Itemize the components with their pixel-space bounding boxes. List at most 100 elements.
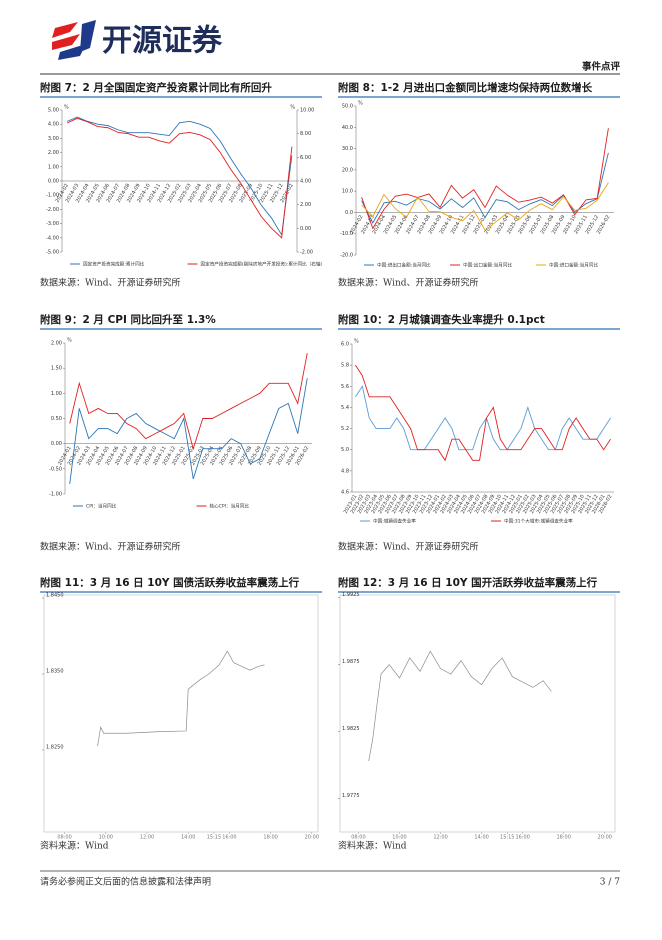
- figure-title: 附图 12：3 月 16 日 10Y 国开活跃券收益率震荡上行: [338, 576, 598, 589]
- x-tick-label: 16:00: [222, 835, 236, 841]
- x-tick-label: 18:00: [556, 835, 570, 841]
- y-unit: %: [358, 101, 363, 107]
- y-tick-label: 6.0: [341, 342, 349, 348]
- y-tick-label: 1.8350: [46, 669, 64, 675]
- legend-label: 中国:进口金额:当月同比: [549, 262, 598, 269]
- figure-source: 资料来源：Wind: [40, 840, 109, 852]
- figure-source: 资料来源：Wind: [338, 840, 407, 852]
- y-tick-label: 3.00: [48, 136, 59, 142]
- y-tick-label: -3.00: [46, 221, 59, 227]
- y-tick-label: 1.9775: [342, 793, 360, 799]
- y-tick-label: -4.00: [46, 235, 59, 241]
- series-line: [69, 352, 308, 451]
- y-tick-label: -20.0: [340, 253, 353, 259]
- y-tick-label: -1.00: [49, 492, 62, 498]
- logo-text: 开源证券: [102, 24, 223, 59]
- plot-frame: [43, 594, 319, 833]
- legend-label: CPI：当月同比: [86, 503, 117, 510]
- y-tick-label: 2.00: [48, 150, 59, 156]
- y2-tick-label: 8.00: [300, 131, 311, 137]
- y-tick-label: 0.0: [345, 210, 353, 216]
- series-line: [355, 385, 611, 451]
- y-tick-label: 10.0: [342, 189, 353, 195]
- legend-label: 中国:城镇调查失业率: [373, 518, 416, 525]
- legend-label: 中国:31个大城市:城镇调查失业率: [504, 518, 573, 525]
- series-line: [66, 117, 293, 239]
- x-tick-label: 10:00: [392, 835, 406, 841]
- y-unit: %: [354, 339, 359, 345]
- y-tick-label: 40.0: [342, 125, 353, 131]
- x-tick-label: 10:00: [99, 835, 113, 841]
- x-tick-label: 08:00: [57, 835, 71, 841]
- y-tick-label: 1.9825: [342, 726, 360, 732]
- y-tick-label: 1.8450: [46, 593, 64, 599]
- x-tick-label: 12:00: [433, 835, 447, 841]
- legend-label: 核心CPI：当月同比: [210, 503, 250, 510]
- y-tick-label: 1.8250: [46, 744, 64, 750]
- y-tick-label: 4.6: [341, 490, 349, 496]
- x-tick-label: 20:00: [305, 835, 319, 841]
- disclaimer: 请务必参阅正文后面的信息披露和法律声明: [40, 876, 211, 888]
- y-tick-label: -0.50: [49, 466, 62, 472]
- y-tick-label: 5.6: [341, 384, 349, 390]
- page-number: 3 / 7: [600, 878, 620, 888]
- y-tick-label: 2.00: [51, 341, 62, 347]
- figure-source: 数据来源：Wind、开源证券研究所: [40, 277, 181, 289]
- x-tick-label: 20:00: [598, 835, 612, 841]
- y-tick-label: 50.0: [342, 104, 353, 110]
- figure-title: 附图 8：1-2 月进出口金额同比增速均保持两位数增长: [338, 81, 593, 94]
- y-tick-label: 4.8: [341, 468, 349, 474]
- y-tick-label: -10.0: [340, 231, 353, 237]
- y2-tick-label: 4.00: [300, 179, 311, 185]
- figure-title: 附图 9：2 月 CPI 同比回升至 1.3%: [40, 313, 216, 326]
- x-tick-label: 12:00: [140, 835, 154, 841]
- figure-source: 数据来源：Wind、开源证券研究所: [40, 541, 181, 553]
- figure-source: 数据来源：Wind、开源证券研究所: [338, 541, 479, 553]
- y-tick-label: 30.0: [342, 146, 353, 152]
- y2-tick-label: 10.00: [300, 108, 314, 114]
- y-tick-label: -1.00: [46, 193, 59, 199]
- y-unit: %: [67, 338, 72, 344]
- series-line: [361, 182, 609, 231]
- y2-tick-label: 0.00: [300, 226, 311, 232]
- y-tick-label: 0.00: [48, 179, 59, 185]
- y2-tick-label: -2.00: [300, 250, 313, 256]
- x-tick-label: 14:00: [181, 835, 195, 841]
- y-tick-label: 5.00: [48, 108, 59, 114]
- y-tick-label: 5.4: [341, 405, 349, 411]
- x-tick-label: 16:00: [515, 835, 529, 841]
- y-tick-label: 0.00: [51, 441, 62, 447]
- y-tick-label: 5.8: [341, 363, 349, 369]
- y-tick-label: 0.50: [51, 416, 62, 422]
- plot-frame: [339, 594, 616, 833]
- series-line: [97, 650, 265, 747]
- y-tick-label: 5.0: [341, 447, 349, 453]
- series-line: [355, 364, 611, 462]
- y-tick-label: 1.9925: [342, 592, 360, 598]
- y-tick-label: 20.0: [342, 167, 353, 173]
- x-tick-label: 18:00: [263, 835, 277, 841]
- legend-label: 中国:出口金额:当月同比: [463, 262, 512, 269]
- figure-source: 数据来源：Wind、开源证券研究所: [338, 277, 479, 289]
- y-unit: %: [64, 105, 69, 111]
- legend-label: 固定资产投资完成额:累计同比: [83, 261, 145, 268]
- legend-label: 固定资产投资完成额(剔除房地产开发投资):累计同比（右轴）: [201, 261, 326, 268]
- y2-tick-label: 2.00: [300, 202, 311, 208]
- report-category: 事件点评: [582, 61, 621, 73]
- y-tick-label: 1.9875: [342, 659, 360, 665]
- y-tick-label: -2.00: [46, 207, 59, 213]
- series-line: [361, 128, 609, 230]
- y-tick-label: 4.00: [48, 122, 59, 128]
- x-tick-label: 15:15: [500, 835, 514, 841]
- y2-tick-label: 6.00: [300, 155, 311, 161]
- y2-unit: %: [290, 105, 295, 111]
- y-tick-label: 1.00: [48, 164, 59, 170]
- y-tick-label: 5.2: [341, 426, 349, 432]
- y-tick-label: -5.00: [46, 250, 59, 256]
- figure-title: 附图 7：2 月全国固定资产投资累计同比有所回升: [40, 81, 272, 94]
- x-tick-label: 08:00: [351, 835, 365, 841]
- y-tick-label: 1.00: [51, 391, 62, 397]
- x-tick-label: 15:15: [207, 835, 221, 841]
- logo-mark: [52, 20, 96, 60]
